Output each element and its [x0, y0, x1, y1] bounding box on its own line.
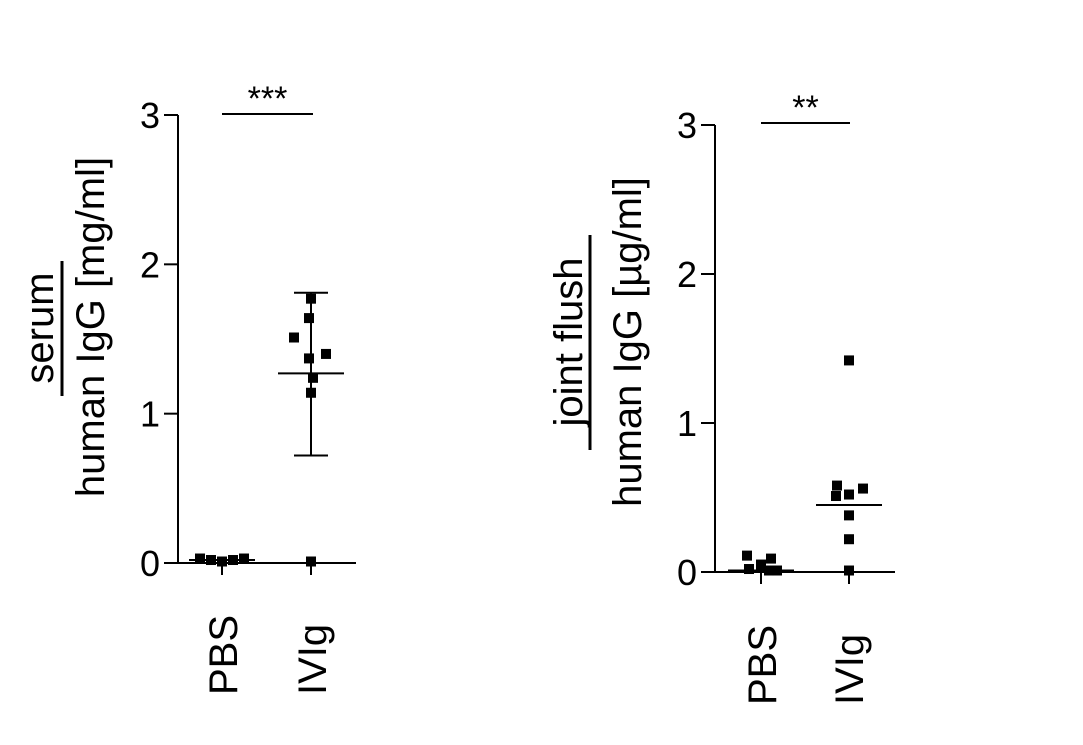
joint-flush-category-label: PBS — [741, 625, 785, 705]
y-tick-label: 1 — [677, 403, 697, 444]
data-point — [764, 565, 774, 576]
joint-flush-title: joint flush — [547, 258, 591, 428]
data-point — [744, 564, 754, 575]
serum-panel: serum human IgG [mg/ml] 0 1 2 3 *** PBS IVIg — [18, 80, 356, 695]
data-point — [766, 553, 776, 564]
data-point — [832, 480, 842, 491]
data-point — [206, 555, 216, 566]
y-tick-label: 0 — [140, 543, 160, 584]
data-point — [844, 355, 854, 366]
data-point — [756, 559, 766, 570]
data-point — [321, 348, 331, 359]
joint-flush-ylabel: human IgG [µg/ml] — [606, 177, 650, 507]
y-tick-label: 3 — [140, 95, 160, 136]
significance-label: *** — [248, 80, 288, 118]
data-point — [844, 534, 854, 545]
data-point — [228, 555, 238, 566]
joint-flush-panel: joint flush human IgG [µg/ml] 0 1 2 3 ** PBS… — [547, 89, 895, 705]
serum-category-label: IVIg — [291, 624, 335, 695]
data-point — [217, 556, 227, 567]
data-point — [308, 372, 318, 383]
data-point — [304, 353, 314, 364]
data-point — [289, 332, 299, 343]
y-tick-label: 2 — [140, 244, 160, 285]
data-point — [306, 293, 316, 304]
data-point — [772, 565, 782, 576]
data-point — [844, 510, 854, 521]
serum-ylabel: human IgG [mg/ml] — [69, 157, 113, 497]
y-tick-label: 1 — [140, 394, 160, 435]
data-point — [831, 491, 841, 502]
serum-category-label: PBS — [202, 615, 246, 695]
data-point — [844, 489, 854, 500]
joint-flush-category-label: IVIg — [828, 634, 872, 705]
data-point — [304, 313, 314, 324]
data-point — [306, 387, 316, 398]
data-point — [742, 550, 752, 561]
significance-label: ** — [792, 89, 818, 127]
y-tick-label: 2 — [677, 254, 697, 295]
data-point — [239, 553, 249, 564]
joint-flush-plot: 0 1 2 3 ** — [677, 89, 895, 593]
serum-title: serum — [18, 272, 62, 383]
data-point — [195, 553, 205, 564]
data-point — [306, 556, 316, 567]
y-tick-label: 3 — [677, 105, 697, 146]
data-point — [858, 483, 868, 494]
y-tick-label: 0 — [677, 552, 697, 593]
data-point — [844, 565, 854, 576]
serum-plot: 0 1 2 3 *** — [140, 80, 356, 584]
